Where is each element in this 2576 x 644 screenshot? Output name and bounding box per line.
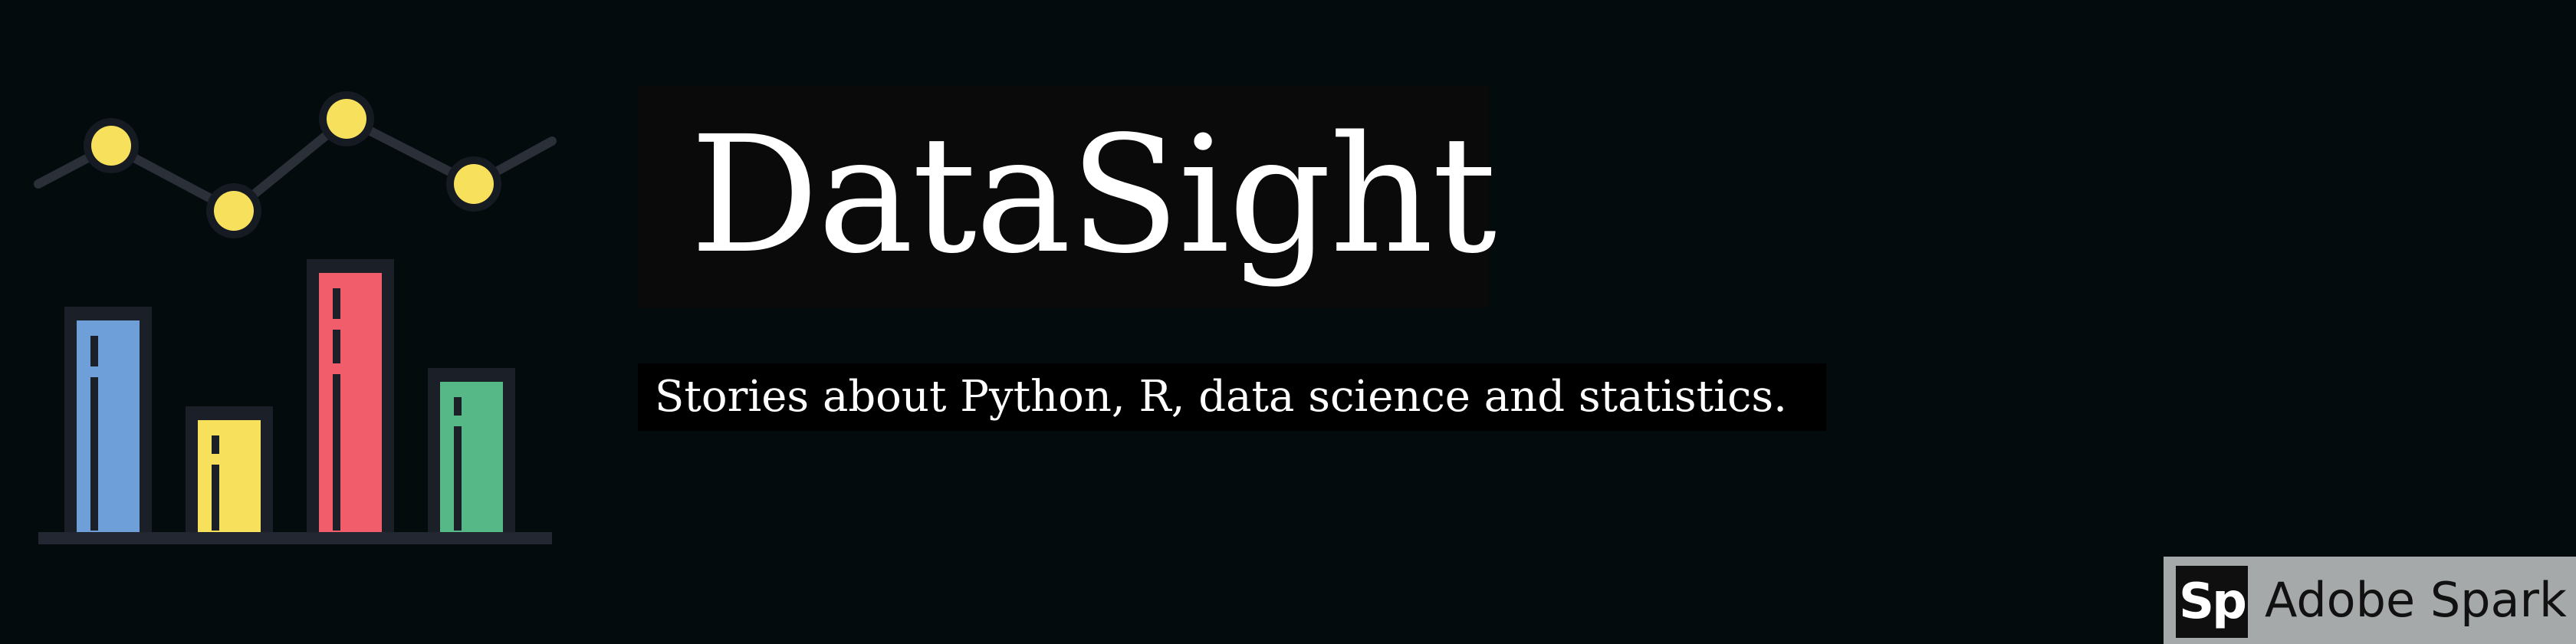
- site-title: DataSight: [690, 101, 1497, 289]
- logo-bar-1: [64, 307, 152, 538]
- logo-baseline: [38, 532, 552, 544]
- badge-label: Adobe Spark: [2265, 572, 2567, 628]
- spark-logo-icon: Sp: [2176, 566, 2248, 638]
- logo-bar-4: [428, 368, 515, 538]
- title-banner: DataSight: [638, 86, 1497, 308]
- site-tagline: Stories about Python, R, data science an…: [655, 372, 1787, 422]
- logo-bar-2: [186, 406, 273, 538]
- chart-logo-icon: [34, 91, 557, 544]
- adobe-spark-badge: Sp Adobe Spark: [2164, 557, 2576, 644]
- logo-bar-3: [307, 259, 394, 538]
- tagline-banner: Stories about Python, R, data science an…: [638, 363, 1826, 431]
